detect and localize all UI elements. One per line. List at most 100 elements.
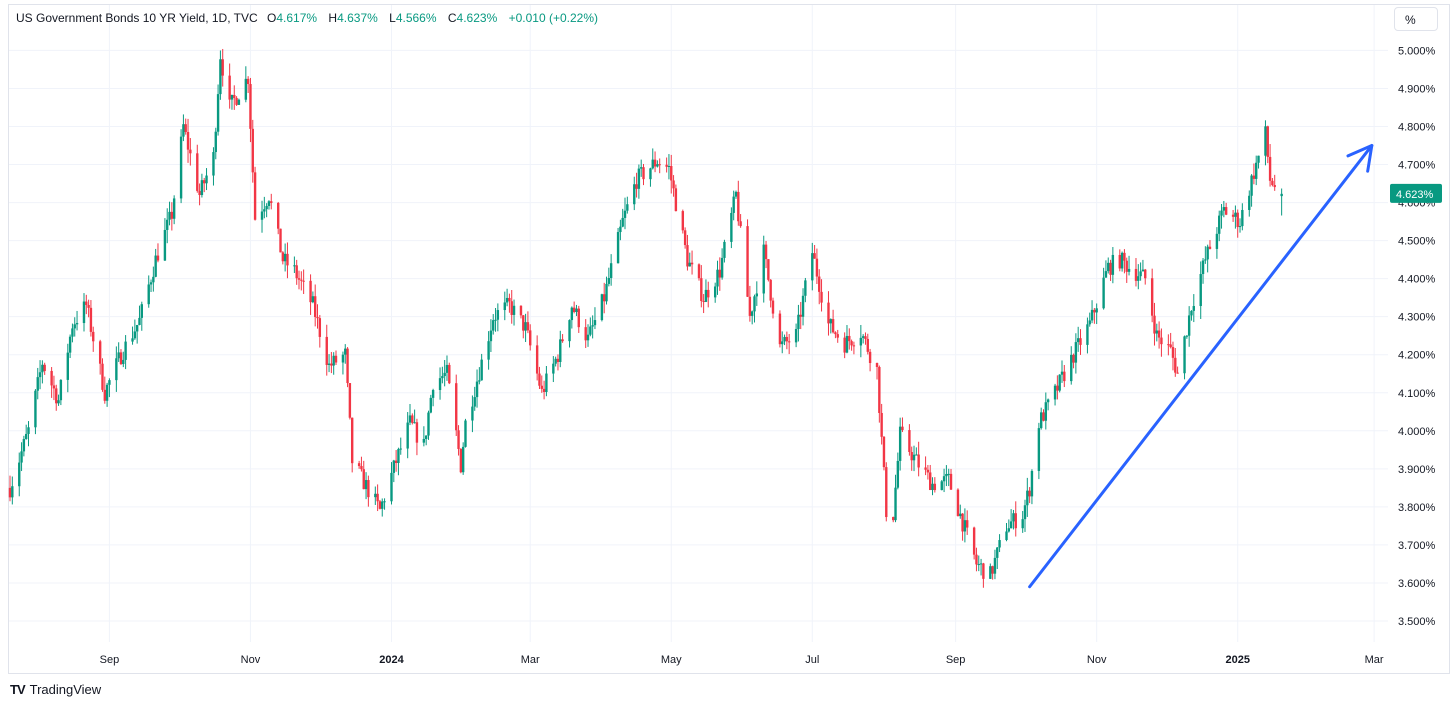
candle: [1076, 326, 1080, 352]
candle: [609, 254, 613, 286]
last-price-badge: [1390, 183, 1442, 203]
candle: [457, 425, 460, 456]
candle: [105, 382, 109, 407]
candle: [799, 301, 802, 330]
candle: [265, 203, 268, 218]
candle: [755, 281, 759, 306]
candle: [834, 331, 837, 339]
candle: [801, 288, 805, 326]
x-tick-label: 2024: [379, 654, 404, 666]
candle: [600, 293, 604, 322]
candle: [424, 435, 428, 446]
candle: [219, 50, 222, 100]
candle: [778, 310, 782, 348]
candle: [942, 468, 946, 493]
candle: [1093, 308, 1096, 324]
x-tick-label: Mar: [1365, 654, 1384, 666]
candle: [1236, 209, 1239, 238]
candle: [1280, 188, 1283, 216]
candle: [251, 119, 254, 183]
chart-frame[interactable]: [8, 4, 1450, 674]
candle: [138, 305, 141, 326]
candle: [651, 148, 654, 170]
candle: [286, 242, 289, 279]
candle: [586, 324, 590, 347]
candle: [422, 426, 426, 447]
high-label: H: [328, 11, 338, 25]
candle: [1005, 522, 1008, 542]
percent-scale-button[interactable]: %: [1394, 7, 1438, 31]
candle: [55, 384, 58, 411]
y-tick-label: 3.800%: [1398, 502, 1436, 514]
candle: [346, 347, 349, 388]
candle: [1187, 306, 1191, 347]
candle: [570, 306, 574, 329]
candle: [713, 282, 717, 303]
candle: [313, 284, 317, 327]
candle: [154, 248, 157, 278]
candle: [720, 248, 724, 280]
candle: [283, 243, 287, 272]
candle: [471, 395, 474, 433]
change-value: +0.010 (+0.22%): [508, 11, 598, 25]
candle: [1215, 227, 1219, 259]
candle: [559, 330, 562, 368]
candle: [1039, 407, 1043, 430]
candle: [998, 534, 1001, 553]
candle: [1007, 519, 1011, 533]
candle: [940, 479, 943, 491]
candle: [637, 164, 641, 199]
candle: [75, 310, 79, 331]
candle: [1176, 366, 1179, 374]
candle: [707, 281, 710, 308]
candle: [931, 477, 934, 496]
candle: [753, 294, 756, 323]
candle: [163, 218, 167, 262]
candle: [649, 167, 652, 187]
tradingview-brand[interactable]: TV TradingView: [10, 682, 101, 697]
candle: [945, 465, 948, 487]
time-axis[interactable]: Sep Nov 2024 Mar May Jul Sep Nov 2025 Mar: [100, 654, 1384, 666]
candle: [1070, 346, 1073, 385]
candle: [540, 375, 543, 393]
candle: [1104, 260, 1108, 278]
symbol-title[interactable]: US Government Bonds 10 YR Yield, 1D, TVC: [16, 11, 258, 25]
candle: [912, 445, 916, 472]
candle: [926, 464, 930, 480]
candle: [182, 114, 185, 142]
candle: [357, 460, 361, 469]
candle: [316, 304, 319, 329]
candle: [892, 516, 895, 523]
candle: [577, 305, 580, 333]
candle: [1095, 303, 1098, 325]
candle: [688, 252, 691, 267]
candle: [390, 462, 393, 505]
candle: [1224, 202, 1228, 216]
price-axis[interactable]: 3.500% 3.600% 3.700% 3.800% 3.900% 4.000% 4.10…: [1398, 45, 1436, 628]
candle: [1153, 302, 1156, 346]
candle: [603, 282, 606, 314]
candle: [1252, 163, 1256, 185]
y-tick-label: 3.700%: [1398, 540, 1436, 552]
candle: [411, 413, 414, 425]
candle: [996, 547, 999, 570]
candle: [461, 442, 465, 475]
candle: [87, 299, 90, 318]
x-tick-label: Nov: [241, 654, 261, 666]
candle: [813, 244, 816, 259]
candle: [179, 129, 183, 204]
candle: [263, 196, 266, 219]
candle: [1183, 335, 1186, 380]
candle: [1028, 487, 1031, 504]
candle: [253, 166, 257, 221]
candle: [572, 301, 576, 314]
candle: [89, 300, 93, 337]
candle: [22, 435, 26, 457]
candle: [593, 307, 597, 330]
candle: [203, 177, 206, 193]
y-tick-label: 4.000%: [1398, 426, 1436, 438]
candle: [327, 354, 331, 373]
candle: [723, 239, 726, 263]
candle: [297, 270, 301, 290]
